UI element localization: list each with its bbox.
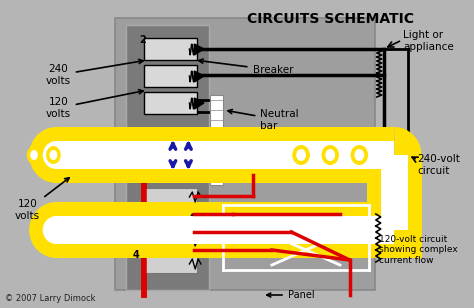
Polygon shape bbox=[194, 44, 204, 55]
Bar bbox=[367, 155, 421, 230]
Bar bbox=[381, 155, 408, 230]
Text: © 2007 Larry Dimock: © 2007 Larry Dimock bbox=[5, 294, 95, 303]
Ellipse shape bbox=[355, 149, 364, 161]
Wedge shape bbox=[394, 202, 421, 258]
Bar bbox=[144, 210, 197, 228]
Bar bbox=[56, 141, 394, 169]
Text: 240
volts: 240 volts bbox=[46, 59, 143, 86]
Bar bbox=[56, 202, 421, 258]
Text: 2: 2 bbox=[139, 35, 146, 45]
Ellipse shape bbox=[321, 145, 339, 165]
Ellipse shape bbox=[46, 146, 61, 164]
Text: 120
volts: 120 volts bbox=[15, 178, 69, 221]
Ellipse shape bbox=[292, 145, 310, 165]
Text: Breaker: Breaker bbox=[199, 59, 293, 75]
Wedge shape bbox=[394, 127, 421, 183]
Wedge shape bbox=[29, 127, 56, 183]
Bar bbox=[144, 38, 197, 60]
Wedge shape bbox=[43, 141, 56, 169]
Bar bbox=[144, 65, 197, 87]
Bar bbox=[126, 25, 209, 290]
Wedge shape bbox=[29, 202, 56, 258]
Text: 120-volt circuit
showing complex
current flow: 120-volt circuit showing complex current… bbox=[379, 235, 457, 265]
Ellipse shape bbox=[30, 150, 38, 160]
Text: 4: 4 bbox=[133, 250, 140, 260]
Ellipse shape bbox=[325, 149, 335, 161]
Bar bbox=[210, 95, 223, 185]
Ellipse shape bbox=[49, 150, 57, 160]
Text: 120
volts: 120 volts bbox=[46, 90, 143, 119]
Bar bbox=[144, 92, 197, 114]
Bar bbox=[144, 255, 197, 273]
Bar bbox=[144, 188, 197, 206]
Bar bbox=[144, 232, 197, 250]
Bar bbox=[56, 127, 394, 183]
Polygon shape bbox=[194, 98, 204, 109]
Polygon shape bbox=[194, 71, 204, 82]
Bar bbox=[56, 216, 394, 244]
Bar bbox=[115, 18, 375, 290]
Text: Light or
appliance: Light or appliance bbox=[403, 30, 454, 52]
Ellipse shape bbox=[351, 145, 368, 165]
Text: CIRCUITS SCHEMATIC: CIRCUITS SCHEMATIC bbox=[246, 12, 414, 26]
Text: Neutral
bar: Neutral bar bbox=[228, 109, 299, 131]
Text: 240-volt
circuit: 240-volt circuit bbox=[418, 154, 461, 176]
Text: Panel: Panel bbox=[267, 290, 314, 300]
Ellipse shape bbox=[27, 146, 41, 164]
Wedge shape bbox=[43, 216, 56, 244]
Ellipse shape bbox=[296, 149, 306, 161]
